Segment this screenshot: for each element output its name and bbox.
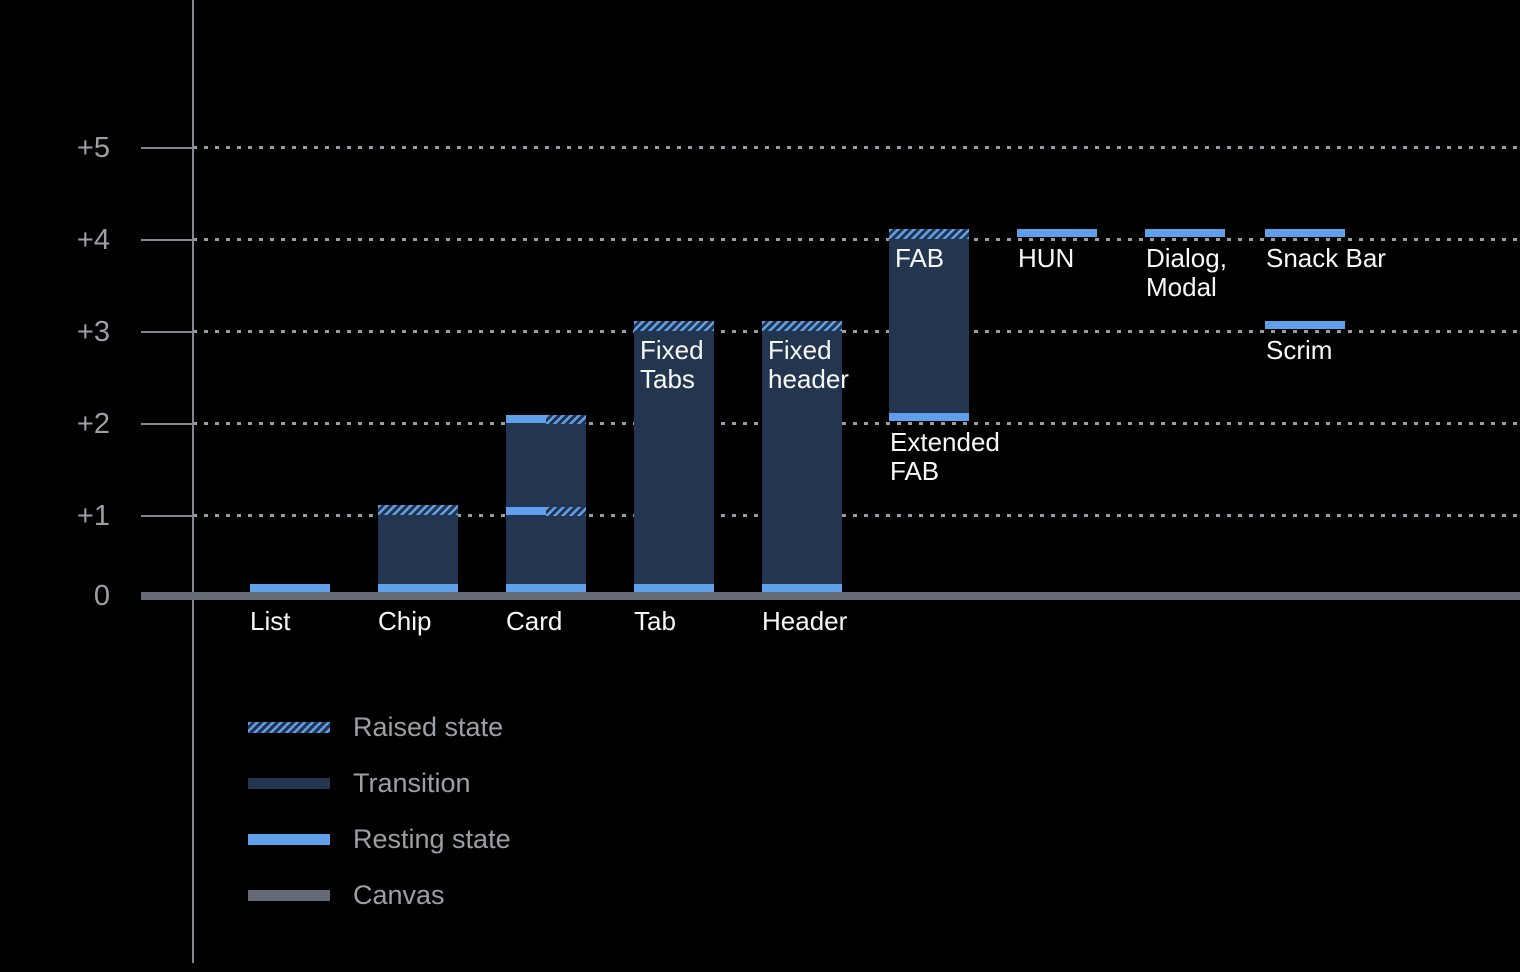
y-axis-tick-plus-4	[141, 239, 194, 241]
x-axis-label-header: Header	[762, 606, 848, 636]
transition-bar-tab	[634, 321, 714, 592]
label-hun: HUN	[1018, 243, 1075, 273]
resting-band-scrim-level-3	[1265, 321, 1345, 329]
transition-bar-extended-fab	[889, 229, 969, 421]
y-axis-tick-plus-5	[141, 147, 194, 149]
x-axis-label-chip: Chip	[378, 606, 432, 636]
label-snack-bar: Snack Bar	[1266, 243, 1386, 273]
legend-item-resting-state: Resting state	[248, 824, 511, 854]
legend-item-raised-state: Raised state	[248, 712, 503, 742]
raised-band-tab	[634, 321, 714, 331]
x-axis-label-tab: Tab	[634, 606, 676, 636]
y-axis-label-1: +1	[76, 500, 110, 532]
gridline-plus-2	[193, 422, 1520, 425]
bar-text-tab: Fixed Tabs	[640, 335, 704, 394]
legend-item-transition: Transition	[248, 768, 471, 798]
transition-bar-header	[762, 321, 842, 592]
hatch-swatch-icon	[248, 721, 330, 733]
gridline-plus-3	[193, 330, 1520, 333]
label-dialog-modal: Dialog, Modal	[1146, 243, 1227, 302]
resting-band-snack-bar-level-4	[1265, 229, 1345, 237]
x-axis-label-list: List	[250, 606, 291, 636]
raised-band-header	[762, 321, 842, 331]
legend-label-transition: Transition	[353, 768, 471, 798]
resting-band-extended-fab-level-2	[889, 413, 969, 421]
gridline-plus-5	[193, 146, 1520, 149]
y-axis-tick-plus-2	[141, 423, 194, 425]
label-scrim: Scrim	[1266, 335, 1333, 365]
raised-band-chip	[378, 505, 458, 515]
resting-band-tab-level-0	[634, 584, 714, 592]
legend-item-canvas: Canvas	[248, 880, 445, 910]
legend-label-canvas: Canvas	[353, 880, 445, 910]
transition-swatch-icon	[248, 777, 330, 789]
y-axis-tick-plus-1	[141, 515, 194, 517]
y-axis-label-0: 0	[93, 580, 110, 612]
resting-band-dialog-modal-level-4	[1145, 229, 1225, 237]
bar-text-header: Fixed header	[768, 335, 849, 394]
raised-band-card-plus-1	[546, 507, 586, 516]
bar-text-extended-fab: FAB	[895, 243, 945, 273]
y-axis-label-2: +2	[76, 408, 110, 440]
transition-bar-chip	[378, 505, 458, 592]
resting-swatch-icon	[248, 833, 330, 845]
y-axis-label-4: +4	[76, 224, 110, 256]
legend-label-raised-state: Raised state	[353, 712, 504, 742]
y-axis-label-5: +5	[76, 132, 110, 164]
legend-label-resting-state: Resting state	[353, 824, 511, 854]
resting-band-header-level-0	[762, 584, 842, 592]
x-axis-label-card: Card	[506, 606, 563, 636]
raised-band-card-plus-2	[546, 415, 586, 424]
resting-band-hun-level-4	[1017, 229, 1097, 237]
gridline-plus-1	[193, 514, 1520, 517]
canvas-line	[141, 592, 1520, 600]
resting-band-card-level-0	[506, 584, 586, 592]
y-axis-line	[192, 0, 194, 963]
canvas-swatch-icon	[248, 889, 330, 901]
resting-band-card-plus-2	[506, 415, 546, 423]
resting-band-list-level-0	[250, 584, 330, 592]
y-axis-label-3: +3	[76, 316, 110, 348]
resting-band-chip-level-0	[378, 584, 458, 592]
gridline-plus-4	[193, 238, 1520, 241]
raised-band-extended-fab	[889, 229, 969, 239]
y-axis-tick-plus-3	[141, 331, 194, 333]
label-extended-fab: Extended FAB	[890, 427, 1000, 486]
resting-band-card-plus-1	[506, 507, 546, 515]
transition-bar-card	[506, 415, 586, 592]
